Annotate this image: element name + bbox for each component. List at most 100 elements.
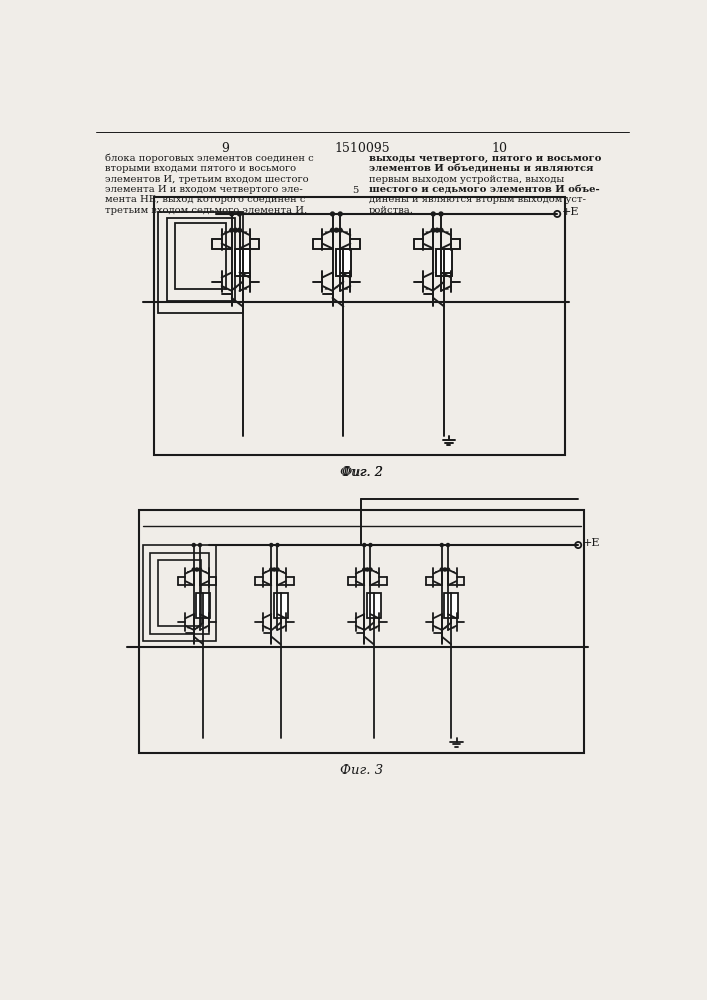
Circle shape (440, 568, 443, 571)
Circle shape (339, 228, 342, 232)
Bar (158, 560, 201, 626)
Text: 5: 5 (353, 186, 359, 195)
Polygon shape (345, 287, 348, 290)
Circle shape (331, 228, 334, 232)
Circle shape (199, 543, 201, 547)
Circle shape (276, 543, 279, 547)
Text: 9: 9 (221, 142, 230, 155)
Text: элементов И, третьим входом шестого: элементов И, третьим входом шестого (105, 175, 309, 184)
Text: Фиг. 2: Фиг. 2 (340, 466, 383, 479)
Circle shape (195, 568, 199, 571)
Text: 10: 10 (491, 142, 507, 155)
Circle shape (234, 228, 238, 232)
Text: Фиг. 2: Фиг. 2 (341, 466, 382, 479)
Polygon shape (204, 571, 206, 573)
Bar (151, 553, 209, 634)
Text: +E: +E (583, 538, 600, 548)
Polygon shape (224, 231, 227, 234)
Circle shape (446, 543, 450, 547)
Bar (367, 593, 380, 618)
Text: динены и являются вторым выходом уст-: динены и являются вторым выходом уст- (369, 195, 586, 204)
Circle shape (192, 568, 195, 571)
Polygon shape (264, 571, 267, 573)
Polygon shape (187, 571, 190, 573)
Polygon shape (204, 626, 206, 629)
Polygon shape (358, 571, 361, 573)
Text: элемента И и входом четвертого эле-: элемента И и входом четвертого эле- (105, 185, 303, 194)
Circle shape (334, 228, 339, 232)
Bar (436, 249, 452, 276)
Polygon shape (367, 627, 370, 629)
Circle shape (270, 568, 273, 571)
Circle shape (238, 212, 241, 216)
Polygon shape (358, 626, 361, 629)
Circle shape (440, 543, 443, 547)
Text: ройства.: ройства. (369, 206, 414, 215)
Circle shape (431, 212, 436, 216)
Bar (158, 212, 243, 312)
Polygon shape (435, 571, 438, 573)
Text: вторыми входами пятого и восьмого: вторыми входами пятого и восьмого (105, 164, 296, 173)
Polygon shape (244, 231, 247, 234)
Text: Фиг. 3: Фиг. 3 (340, 764, 383, 777)
Polygon shape (374, 571, 378, 573)
Circle shape (273, 568, 276, 571)
Text: 1510095: 1510095 (334, 142, 390, 155)
Text: мента НЕ, выход которого соединен с: мента НЕ, выход которого соединен с (105, 195, 306, 204)
Polygon shape (274, 627, 276, 629)
Bar (444, 593, 458, 618)
Polygon shape (426, 287, 428, 290)
Circle shape (439, 228, 443, 232)
Circle shape (366, 568, 369, 571)
Text: первым выходом устройства, выходы: первым выходом устройства, выходы (369, 175, 564, 184)
Bar (143, 545, 216, 641)
Text: третьим входом седьмого элемента И,: третьим входом седьмого элемента И, (105, 206, 308, 215)
Circle shape (199, 568, 201, 571)
Bar (175, 223, 226, 289)
Bar (235, 249, 250, 276)
Bar (167, 218, 235, 301)
Circle shape (446, 568, 450, 571)
Circle shape (230, 228, 234, 232)
Circle shape (238, 228, 241, 232)
Bar (154, 197, 565, 455)
Polygon shape (235, 286, 238, 288)
Circle shape (439, 212, 443, 216)
Circle shape (270, 543, 273, 547)
Circle shape (192, 543, 195, 547)
Circle shape (436, 228, 439, 232)
Polygon shape (336, 286, 339, 288)
Polygon shape (325, 231, 328, 234)
Polygon shape (197, 627, 199, 629)
Polygon shape (281, 626, 284, 629)
Circle shape (363, 543, 366, 547)
Polygon shape (445, 287, 449, 290)
Circle shape (276, 568, 279, 571)
Polygon shape (445, 231, 449, 234)
Circle shape (443, 568, 446, 571)
Polygon shape (224, 287, 227, 290)
Polygon shape (187, 626, 190, 629)
Circle shape (230, 212, 234, 216)
Polygon shape (426, 231, 428, 234)
Text: блока пороговых элементов соединен с: блока пороговых элементов соединен с (105, 154, 314, 163)
Circle shape (363, 568, 366, 571)
Polygon shape (445, 627, 448, 629)
Polygon shape (374, 626, 378, 629)
Circle shape (369, 568, 372, 571)
Polygon shape (345, 231, 348, 234)
Polygon shape (281, 571, 284, 573)
Polygon shape (452, 571, 455, 573)
Polygon shape (264, 626, 267, 629)
Bar (336, 249, 351, 276)
Bar (139, 510, 585, 753)
Bar (274, 593, 288, 618)
Circle shape (339, 212, 342, 216)
Text: элементов И объединены и являются: элементов И объединены и являются (369, 164, 593, 173)
Polygon shape (325, 287, 328, 290)
Polygon shape (436, 286, 440, 288)
Bar (196, 593, 210, 618)
Text: выходы четвертого, пятого и восьмого: выходы четвертого, пятого и восьмого (369, 154, 601, 163)
Circle shape (369, 543, 372, 547)
Polygon shape (244, 287, 247, 290)
